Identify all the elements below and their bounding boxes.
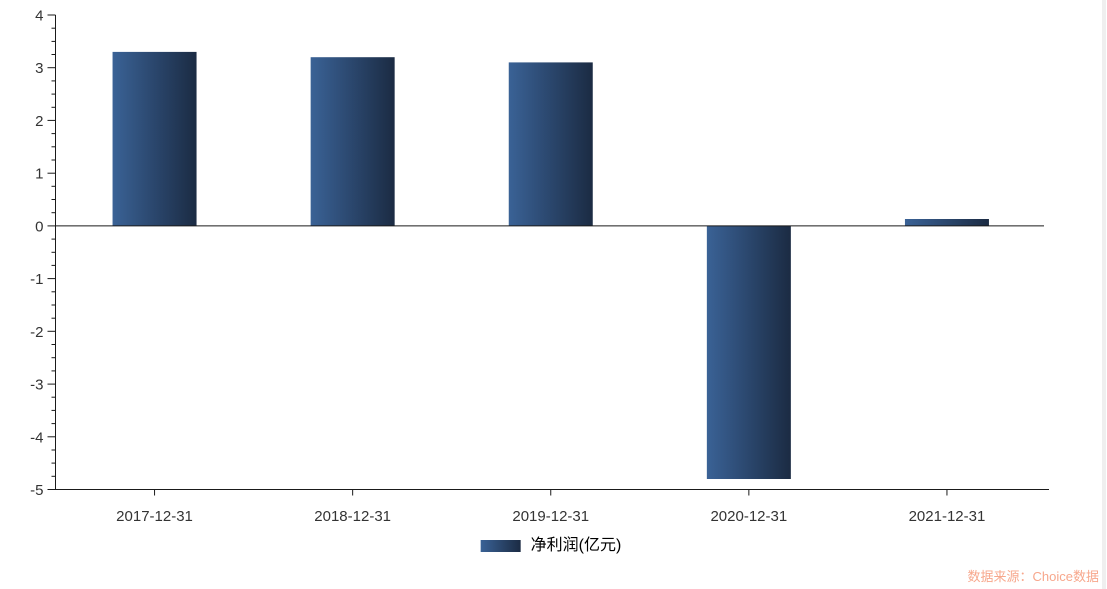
y-tick-label: -1 (30, 271, 43, 288)
x-tick-label: 2021-12-31 (909, 508, 986, 525)
bar-2020-12-31[interactable] (706, 225, 791, 479)
x-tick-label: 2019-12-31 (512, 508, 589, 525)
legend-swatch-icon (480, 540, 521, 552)
x-tick-label: 2017-12-31 (116, 508, 193, 525)
vertical-scrollbar[interactable] (1102, 0, 1106, 589)
y-tick-label: 4 (35, 8, 43, 25)
bar-2018-12-31[interactable] (310, 57, 395, 226)
bar-2017-12-31[interactable] (112, 51, 197, 226)
x-tick-label: 2018-12-31 (314, 508, 391, 525)
legend-label: 净利润(亿元) (530, 537, 622, 554)
bar-2021-12-31[interactable] (904, 219, 989, 226)
legend-item-net-profit[interactable]: 净利润(亿元) (480, 536, 622, 556)
x-tick-label: 2020-12-31 (710, 508, 787, 525)
y-tick-label: -3 (30, 377, 43, 394)
y-tick-label: 0 (35, 218, 43, 235)
watermark-data-source: 数据来源：Choice数据 (967, 569, 1099, 584)
y-tick-label: 2 (35, 113, 43, 130)
y-tick-label: -5 (30, 482, 43, 499)
y-tick-label: 1 (35, 166, 43, 183)
bar-2019-12-31[interactable] (508, 62, 593, 226)
y-tick-label: -4 (30, 429, 43, 446)
y-tick-label: 3 (35, 60, 43, 77)
y-tick-label: -2 (30, 324, 43, 341)
